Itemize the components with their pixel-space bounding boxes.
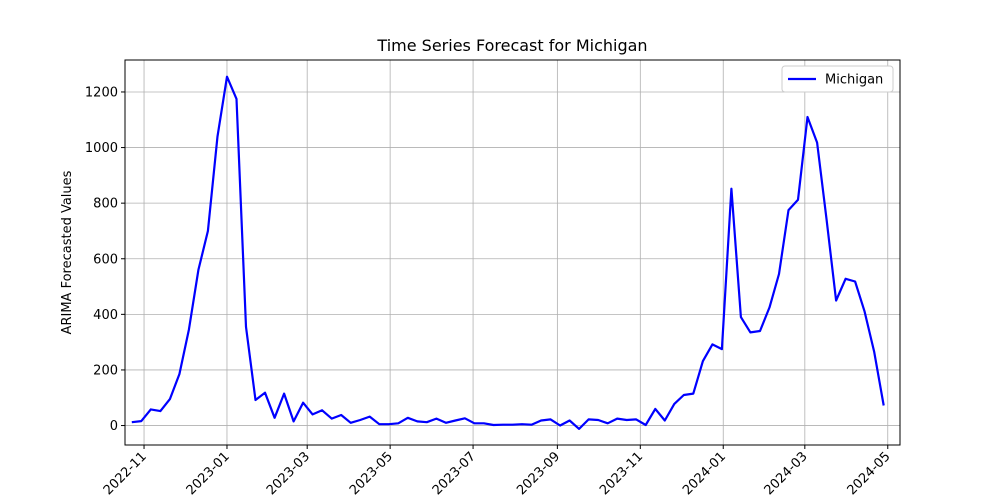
plot-frame	[124, 59, 901, 446]
series-layer	[131, 75, 885, 430]
x-tick-label: 2023-09	[514, 449, 563, 498]
legend: Michigan	[781, 65, 894, 93]
y-axis: 0 200 400 600 800 1000 1200	[85, 85, 125, 434]
y-tick-label: 600	[93, 252, 118, 267]
x-tick-label: 2022-11	[101, 449, 150, 498]
x-tick-label: 2024-03	[762, 449, 811, 498]
y-tick-label: 200	[93, 363, 118, 378]
series-line-michigan	[131, 75, 885, 430]
x-axis: 2022-11 2023-01 2023-03 2023-05 2023-07 2023-…	[101, 445, 894, 498]
x-tick-label: 2024-01	[680, 449, 729, 498]
y-tick-label: 1000	[85, 141, 118, 156]
grid-lines	[125, 60, 900, 445]
chart-title: Time Series Forecast for Michigan	[376, 36, 647, 55]
y-tick-label: 1200	[85, 85, 118, 100]
y-tick-label: 400	[93, 308, 118, 323]
x-tick-label: 2023-03	[264, 449, 313, 498]
y-tick-label: 800	[93, 197, 118, 212]
y-tick-label: 0	[110, 419, 118, 434]
x-tick-label: 2023-01	[184, 449, 233, 498]
x-tick-label: 2023-05	[347, 449, 396, 498]
x-tick-label: 2023-07	[430, 449, 479, 498]
legend-box	[781, 65, 894, 93]
legend-label: Michigan	[825, 73, 883, 88]
x-tick-label: 2023-11	[597, 449, 646, 498]
y-axis-label: ARIMA Forecasted Values	[60, 170, 75, 334]
x-tick-label: 2024-05	[845, 449, 894, 498]
